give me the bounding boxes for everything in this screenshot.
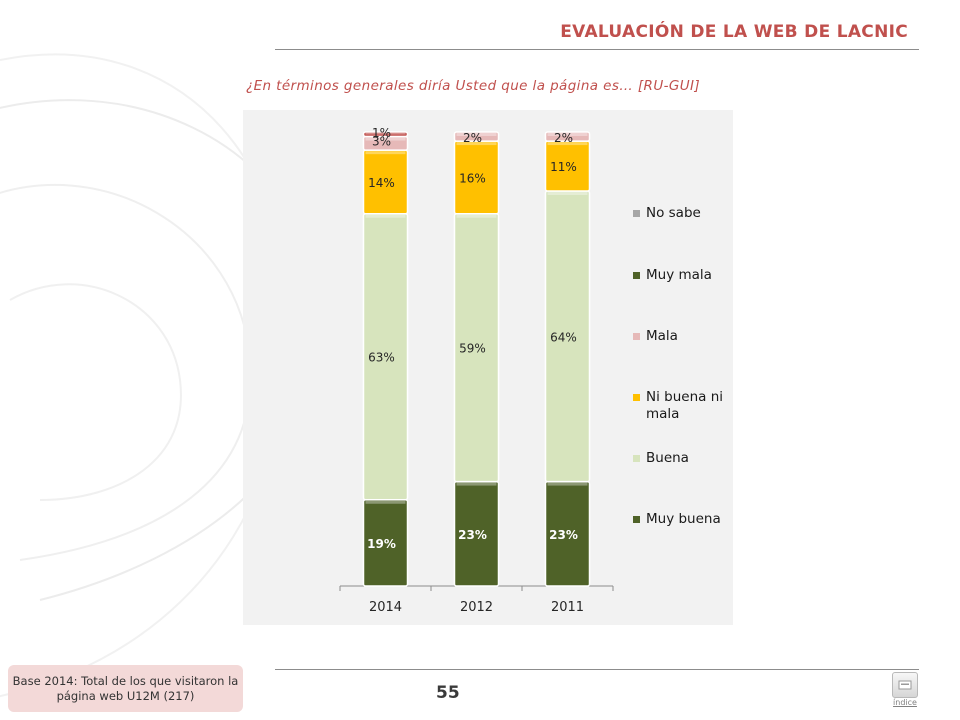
data-label-mala-2014: 3% (372, 135, 391, 149)
bar-bevel (547, 142, 588, 146)
survey-question: ¿En términos generales diría Usted que l… (246, 78, 701, 94)
stacked-bar-chart: 19% 63% 14% 3%1% 2014 23% 59% 16% 2% 2012 23% 64% 11… (339, 126, 614, 615)
legend-label: Muy mala (646, 267, 712, 283)
legend-item-no-sabe: No sabe (633, 205, 732, 222)
data-label-ni-buena-ni-mala-2012: 16% (459, 171, 486, 185)
x-tick-label-2011: 2011 (551, 600, 584, 615)
footer-divider (275, 669, 919, 670)
data-label-buena-2012: 59% (459, 342, 486, 356)
data-label-mala-2011: 2% (554, 131, 573, 145)
legend-item-muy-buena: Muy buena (633, 511, 732, 528)
legend-item-muy-mala: Muy mala (633, 267, 732, 284)
page-title: EVALUACIÓN DE LA WEB DE LACNIC (560, 22, 908, 42)
index-button[interactable]: índice (889, 672, 921, 712)
legend-label: Buena (646, 450, 689, 466)
legend-item-mala: Mala (633, 328, 732, 345)
bar-bevel (547, 192, 588, 196)
bar-bevel (365, 137, 406, 141)
legend-swatch-buena (633, 455, 640, 462)
data-label-mala-2012: 2% (463, 131, 482, 145)
legend-label: Ni buena ni mala (646, 389, 723, 422)
legend-swatch-ni-buena-ni-mala (633, 394, 640, 401)
legend-label: Muy buena (646, 511, 721, 527)
legend-swatch-mala (633, 333, 640, 340)
data-label-ni-buena-ni-mala-2014: 14% (368, 176, 395, 190)
legend-item-buena: Buena (633, 450, 732, 467)
page-number: 55 (436, 683, 460, 703)
bar-bevel (547, 482, 588, 486)
bar-segment-muy-mala-2014 (362, 131, 409, 138)
legend-item-ni-buena-ni-mala: Ni buena ni mala (633, 389, 732, 423)
bar-segment-mala-2011 (544, 131, 591, 142)
base-note: Base 2014: Total de los que visitaron la… (8, 665, 243, 712)
x-tick-label-2012: 2012 (460, 600, 493, 615)
legend-label: Mala (646, 328, 678, 344)
bar-segment-mala-2012 (453, 131, 500, 142)
title-divider (275, 49, 919, 50)
bar-bevel (365, 151, 406, 155)
legend-label: No sabe (646, 205, 701, 221)
chart-area: 19% 63% 14% 3% 1% 2014 23% 59% 16% 2% 2012 23% 64% 11… (243, 110, 733, 625)
legend-swatch-no-sabe (633, 210, 640, 217)
data-label-ni-buena-ni-mala-2011: 11% (550, 160, 577, 174)
bar-bevel (365, 500, 406, 504)
bar-bevel (456, 214, 497, 218)
bar-bevel (456, 142, 497, 146)
data-label-muy-buena-2012: 23% (458, 528, 487, 542)
bar-bevel (456, 482, 497, 486)
x-tick-label-2014: 2014 (369, 600, 402, 615)
data-label-muy-buena-2014: 19% (367, 537, 396, 551)
bar-bevel (365, 133, 406, 135)
index-icon (892, 672, 918, 698)
data-label-buena-2014: 63% (368, 351, 395, 365)
legend-swatch-muy-buena (633, 516, 640, 523)
bar-bevel (365, 214, 406, 218)
legend-swatch-muy-mala (633, 272, 640, 279)
bar-bevel (456, 133, 497, 136)
index-label[interactable]: índice (893, 698, 917, 707)
bar-bevel (547, 133, 588, 136)
data-label-muy-buena-2011: 23% (549, 528, 578, 542)
data-label-buena-2011: 64% (550, 330, 577, 344)
data-label-muy-mala-2014: 1% (372, 126, 391, 140)
